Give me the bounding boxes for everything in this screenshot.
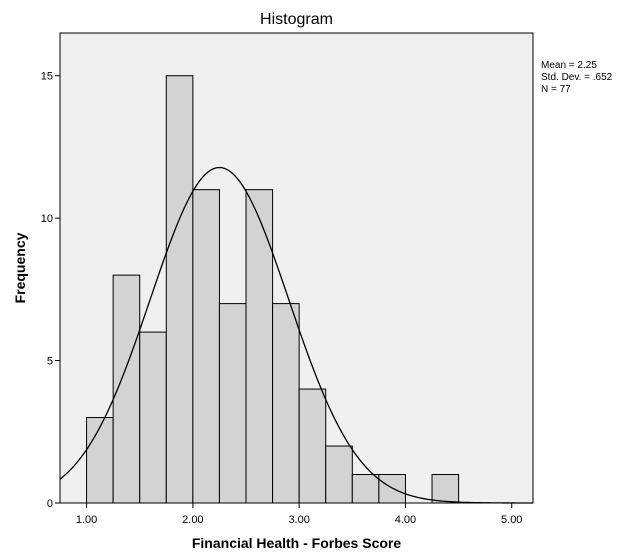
histogram-bar-11 xyxy=(378,474,406,504)
normal-curve xyxy=(59,166,533,504)
histogram-bar-2 xyxy=(139,331,167,504)
x-axis-label: Financial Health - Forbes Score xyxy=(192,535,401,551)
histogram-bar-9 xyxy=(325,445,353,504)
y-tick-label-0: 0 xyxy=(47,498,53,510)
histogram-bar-7 xyxy=(272,303,300,504)
stat-line-0: Mean = 2.25 xyxy=(541,60,597,71)
stat-line-2: N = 77 xyxy=(541,84,571,95)
y-axis-label: Frequency xyxy=(12,232,28,303)
bars-group xyxy=(86,75,460,504)
x-tick-label-0: 1.00 xyxy=(76,514,97,526)
histogram-bar-0 xyxy=(86,417,114,504)
stat-line-1: Std. Dev. = .652 xyxy=(541,72,613,83)
x-tick-label-4: 5.00 xyxy=(501,514,522,526)
histogram-bar-5 xyxy=(218,303,247,504)
x-tick-label-1: 2.00 xyxy=(182,514,203,526)
histogram-bar-6 xyxy=(245,189,274,504)
y-axis: 0 5 10 15 xyxy=(41,71,60,510)
y-tick-label-2: 10 xyxy=(41,213,53,225)
histogram-bar-13 xyxy=(431,474,460,504)
x-tick-label-2: 3.00 xyxy=(288,514,309,526)
x-tick-label-3: 4.00 xyxy=(395,514,416,526)
x-axis: 1.00 2.00 3.00 4.00 5.00 xyxy=(76,503,522,526)
y-tick-label-3: 15 xyxy=(41,71,53,83)
chart-title: Histogram xyxy=(260,11,333,28)
histogram-bar-4 xyxy=(192,189,220,504)
plot-frame xyxy=(59,32,534,504)
histogram-bar-3 xyxy=(165,75,194,504)
histogram-bar-8 xyxy=(298,388,327,504)
histogram-bar-10 xyxy=(351,474,380,504)
y-tick-label-1: 5 xyxy=(47,356,53,368)
